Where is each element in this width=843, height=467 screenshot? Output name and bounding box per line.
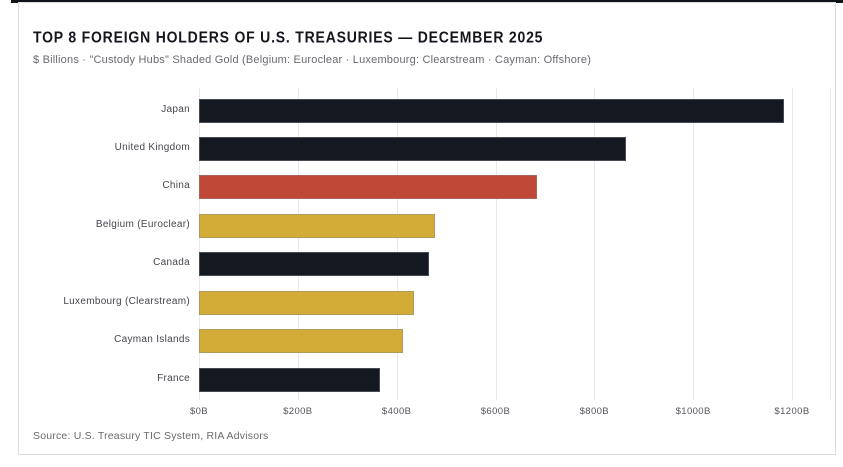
gridline	[396, 88, 398, 400]
gridline	[495, 88, 497, 400]
category-label-luxembourg-clearstream: Luxembourg (Clearstream)	[63, 295, 190, 307]
gridline	[199, 88, 200, 400]
x-tick-label: $1200B	[774, 406, 810, 417]
x-tick-label: $400B	[381, 406, 412, 417]
x-tick-label: $0B	[189, 406, 209, 417]
source-note: Source: U.S. Treasury TIC System, RIA Ad…	[33, 430, 269, 442]
gridline	[297, 88, 299, 400]
bar-china	[199, 175, 537, 200]
x-tick-label: $200B	[283, 406, 313, 417]
category-label-japan: Japan	[161, 103, 190, 115]
bar-cayman-islands	[199, 329, 404, 354]
bar-france	[199, 367, 381, 392]
bar-luxembourg-clearstream	[199, 290, 414, 315]
bar-japan	[199, 98, 784, 123]
x-tick-label: $800B	[579, 406, 610, 417]
bar-belgium-euroclear	[199, 213, 435, 238]
gridline	[792, 88, 793, 400]
bar-canada	[199, 252, 430, 277]
chart-title: TOP 8 FOREIGN HOLDERS OF U.S. TREASURIES…	[33, 28, 544, 46]
category-label-belgium-euroclear: Belgium (Euroclear)	[95, 218, 190, 230]
category-label-canada: Canada	[153, 257, 190, 269]
gridline	[693, 88, 695, 400]
x-tick-label: $1000B	[675, 406, 711, 417]
chart-subtitle: $ Billions · "Custody Hubs" Shaded Gold …	[33, 54, 592, 66]
category-label-united-kingdom: United Kingdom	[114, 141, 190, 153]
x-tick-label: $600B	[480, 406, 511, 417]
category-label-china: China	[162, 180, 190, 192]
card-top-accent	[11, 0, 843, 3]
gridline	[594, 88, 596, 400]
category-label-france: France	[157, 372, 190, 384]
plot-right-frame	[830, 88, 831, 400]
bar-united-kingdom	[199, 136, 627, 161]
category-label-cayman-islands: Cayman Islands	[114, 334, 190, 346]
